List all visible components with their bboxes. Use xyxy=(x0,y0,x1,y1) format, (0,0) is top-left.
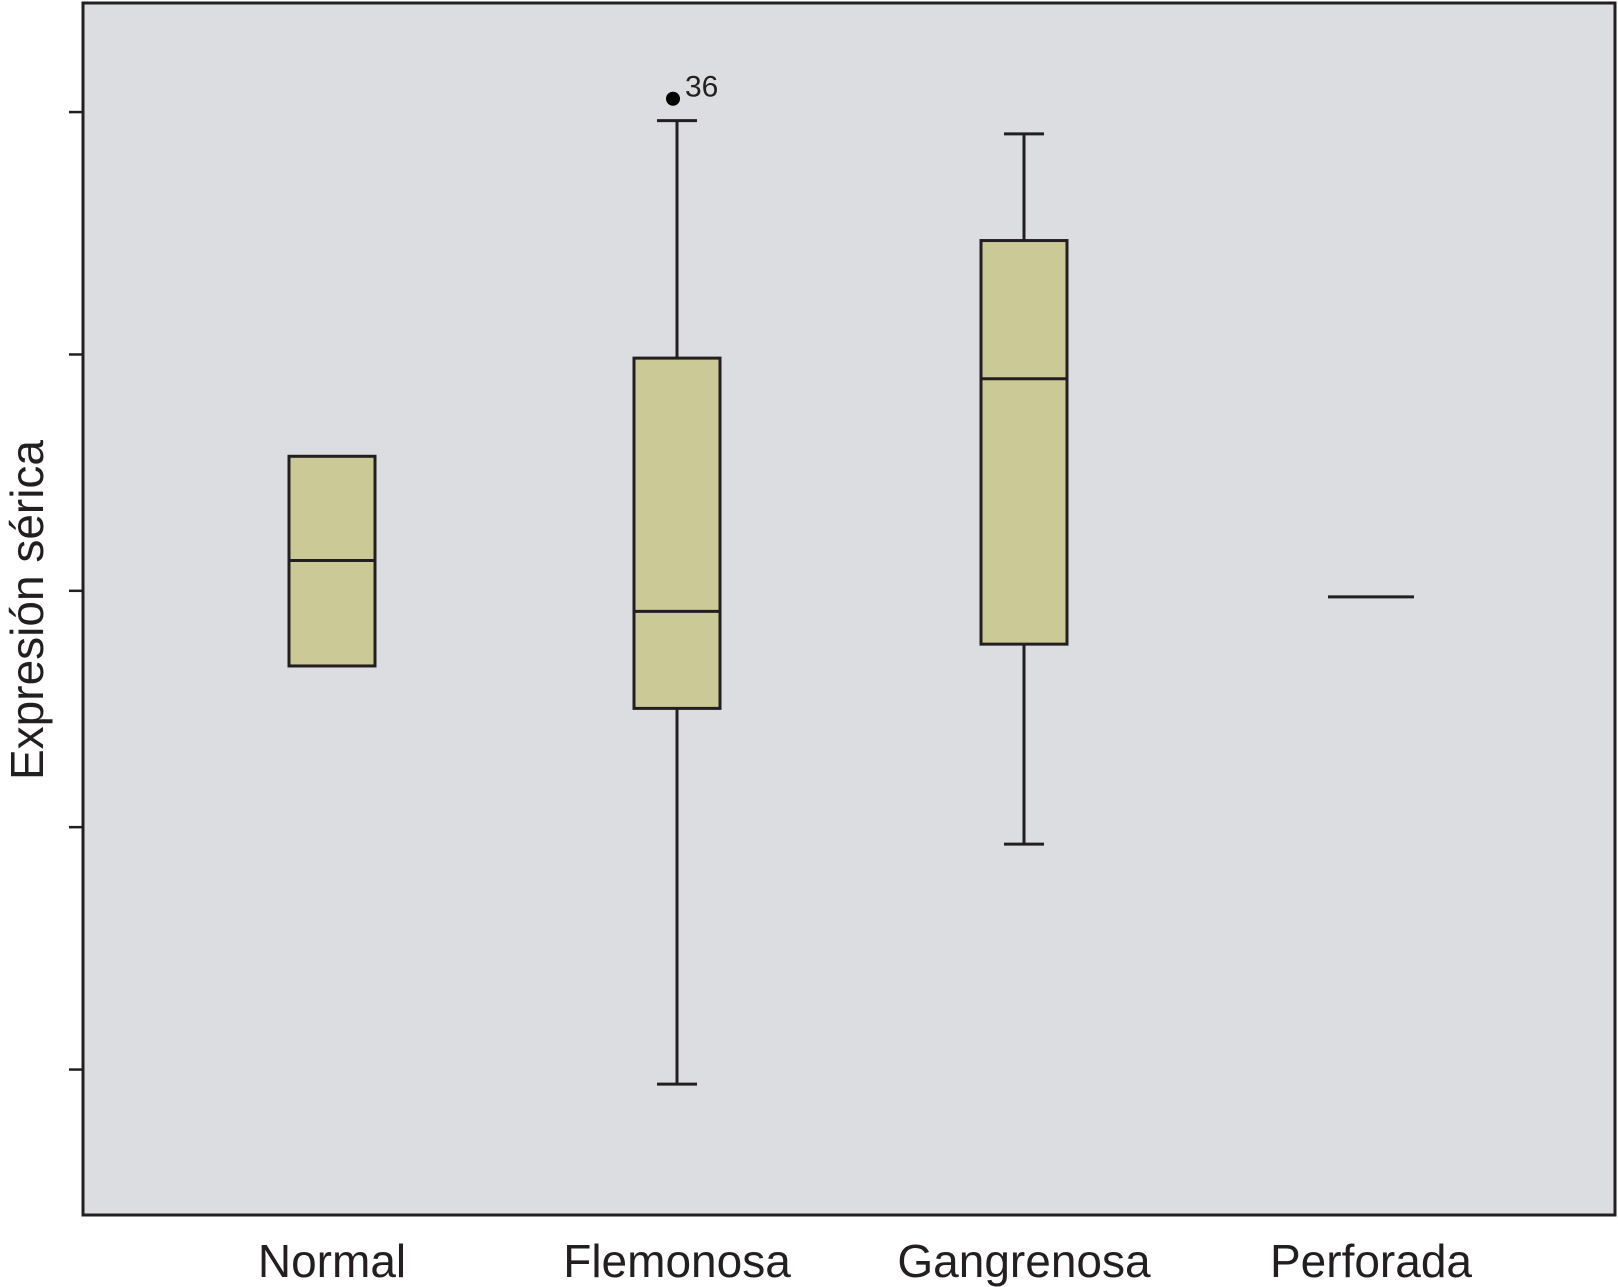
medians xyxy=(289,377,1414,613)
outliers: 36 xyxy=(666,71,718,106)
boxes xyxy=(287,239,1069,710)
x-tick-label-gangrenosa: Gangrenosa xyxy=(897,1235,1151,1287)
x-tick-label-flemonosa: Flemonosa xyxy=(563,1235,791,1287)
box-flemonosa xyxy=(632,356,722,710)
y-axis-label: Expresión sérica xyxy=(1,440,53,780)
outlier-label-0: 36 xyxy=(685,71,718,104)
box-gangrenosa xyxy=(979,239,1069,646)
x-tick-label-perforada: Perforada xyxy=(1270,1235,1472,1287)
y-axis-ticks xyxy=(69,110,83,1071)
x-tick-label-normal: Normal xyxy=(258,1235,406,1287)
whiskers xyxy=(657,119,1044,1086)
outlier-point-0 xyxy=(666,91,680,106)
